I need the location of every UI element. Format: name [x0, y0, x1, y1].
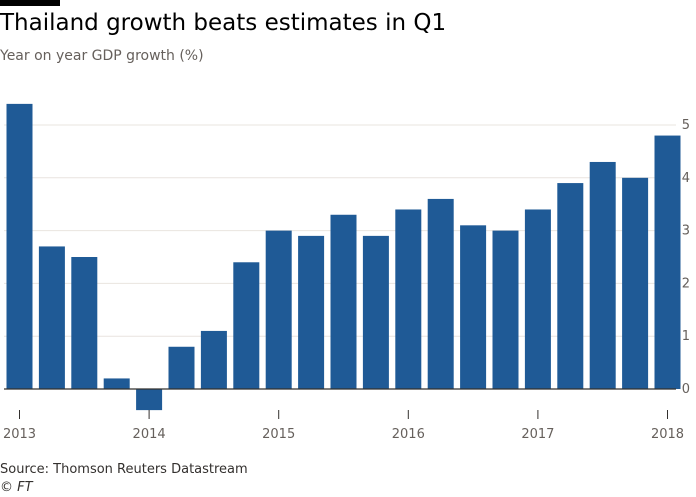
bar	[168, 346, 195, 389]
y-tick-label: 4	[682, 171, 690, 186]
bar	[200, 330, 227, 389]
bar	[460, 225, 487, 389]
bar-chart: 0 1 2 3 4 5 2013 2014 2015 2016 2017 2018	[3, 103, 690, 442]
chart-title: Thailand growth beats estimates in Q1	[0, 10, 447, 36]
bar	[427, 198, 454, 389]
bar	[622, 177, 649, 389]
brand-bar	[0, 0, 60, 6]
bar	[71, 257, 98, 389]
x-tick-label: 2017	[521, 427, 554, 442]
bar	[524, 209, 551, 389]
bar	[362, 235, 389, 389]
bar	[492, 230, 519, 389]
y-tick-label: 2	[682, 276, 690, 291]
bar	[38, 246, 65, 389]
credit-note: © FT	[0, 480, 33, 495]
y-tick-label: 3	[682, 224, 690, 239]
x-tick-label: 2018	[651, 427, 684, 442]
y-tick-label: 5	[682, 118, 690, 133]
source-note: Source: Thomson Reuters Datastream	[0, 462, 248, 477]
bar	[330, 214, 357, 389]
y-tick-label: 0	[682, 382, 690, 397]
bar	[589, 161, 616, 389]
bar	[233, 262, 260, 389]
bar	[103, 378, 130, 389]
bar	[557, 183, 584, 389]
bars	[6, 103, 681, 411]
bar	[654, 135, 681, 389]
chart-subtitle: Year on year GDP growth (%)	[0, 48, 204, 64]
axes: 0 1 2 3 4 5 2013 2014 2015 2016 2017 2018	[3, 118, 690, 442]
x-tick-label: 2013	[3, 427, 36, 442]
bar	[136, 389, 163, 411]
y-tick-label: 1	[682, 329, 690, 344]
bar	[265, 230, 292, 389]
bar	[298, 235, 325, 389]
bar	[6, 103, 33, 389]
x-tick-label: 2014	[133, 427, 166, 442]
x-tick-label: 2016	[392, 427, 425, 442]
x-tick-label: 2015	[262, 427, 295, 442]
bar	[395, 209, 422, 389]
